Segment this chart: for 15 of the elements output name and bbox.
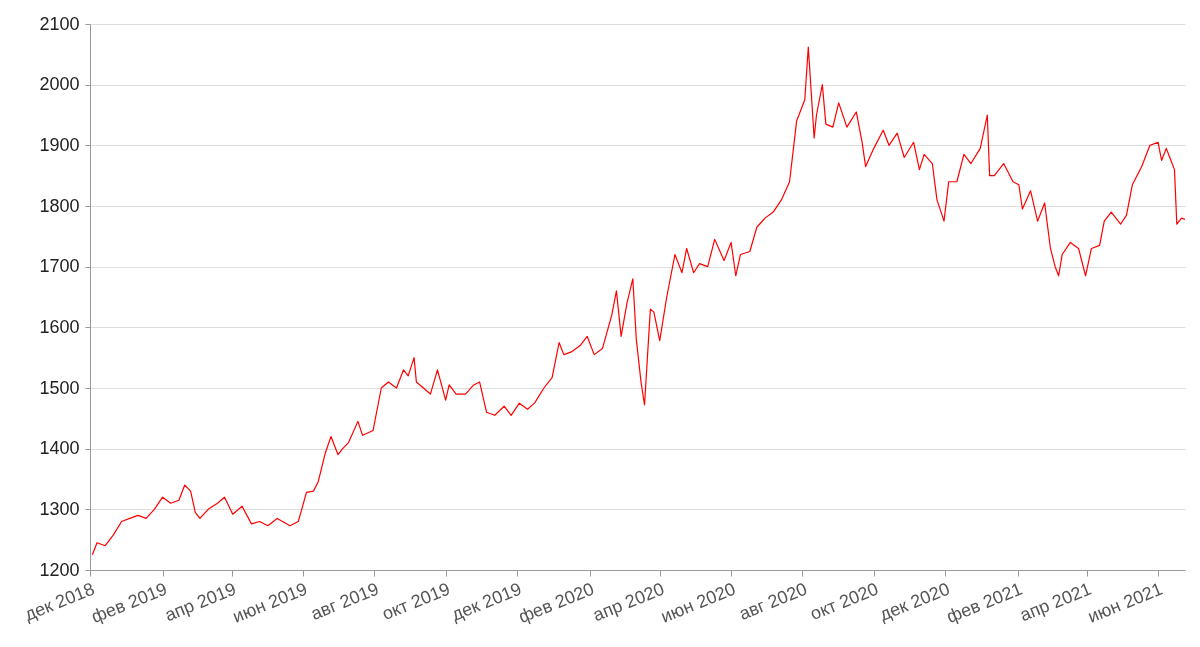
x-tick-label: окт 2020 [807,578,882,624]
y-tick-label: 1700 [39,256,80,277]
y-tick-label: 2100 [39,13,80,34]
x-tick-label: окт 2019 [379,578,453,624]
x-tick-label: авг 2019 [308,578,382,624]
y-tick-label: 1500 [39,377,80,398]
y-tick-label: 1800 [39,195,80,216]
y-tick-label: 1400 [39,438,80,459]
y-tick-label: 1600 [39,316,80,337]
y-tick-label: 2000 [39,74,80,95]
y-tick-label: 1900 [39,134,80,155]
line-series [91,46,1186,556]
y-tick-label: 1300 [39,498,80,519]
x-tick-label: авг 2020 [736,578,810,624]
y-tick-label: 1200 [39,559,80,580]
